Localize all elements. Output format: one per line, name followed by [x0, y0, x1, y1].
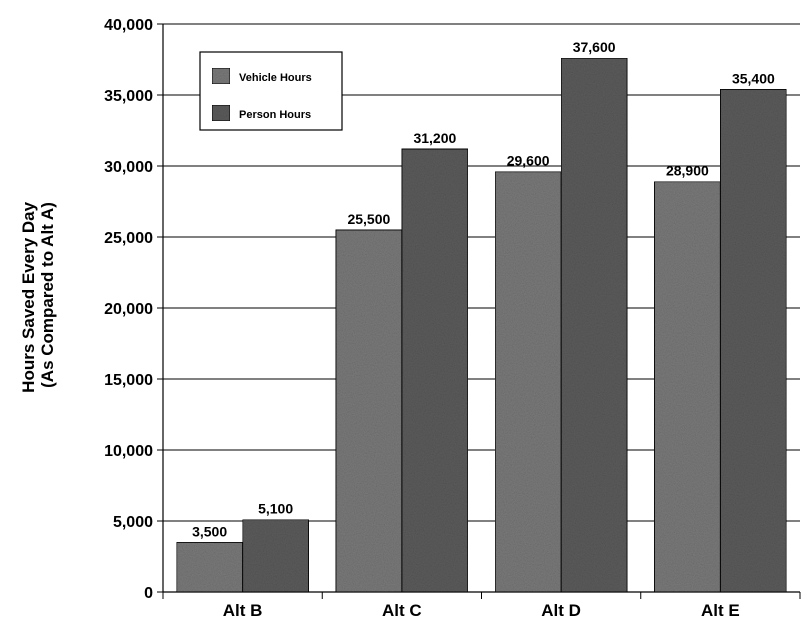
- bar-person-hours: [401, 148, 469, 593]
- data-label-person-hours: 5,100: [258, 501, 293, 517]
- legend-swatch-vehicle-hours: [211, 67, 231, 85]
- data-label-person-hours: 37,600: [573, 39, 616, 55]
- y-tick-label: 30,000: [104, 159, 153, 176]
- data-label-vehicle-hours: 25,500: [347, 211, 390, 227]
- y-axis-title-line-2: (As Compared to Alt A): [38, 202, 57, 388]
- y-tick-label: 35,000: [104, 88, 153, 105]
- data-labels: 3,500 5,100 25,500 31,200 29,600 37,600 28,900…: [192, 39, 775, 539]
- y-tick-label: 10,000: [104, 443, 153, 460]
- data-label-vehicle-hours: 28,900: [666, 163, 709, 179]
- y-axis-title: Hours Saved Every Day (As Compared to Al…: [19, 197, 57, 393]
- bar-vehicle-hours: [653, 181, 721, 593]
- x-category-label: Alt B: [223, 601, 263, 620]
- y-tick-label: 20,000: [104, 301, 153, 318]
- data-label-vehicle-hours: 29,600: [507, 153, 550, 169]
- bar-vehicle-hours: [335, 229, 403, 593]
- data-label-vehicle-hours: 3,500: [192, 523, 227, 539]
- category-labels: Alt B Alt C Alt D Alt E: [223, 601, 740, 620]
- bar-person-hours: [242, 519, 310, 593]
- x-category-label: Alt D: [541, 601, 581, 620]
- x-category-label: Alt E: [701, 601, 740, 620]
- y-tick-label: 15,000: [104, 372, 153, 389]
- y-axis-title-line-1: Hours Saved Every Day: [19, 201, 38, 392]
- bar-vehicle-hours: [494, 171, 562, 593]
- data-label-person-hours: 35,400: [732, 70, 775, 86]
- bars: [176, 57, 787, 593]
- legend-label-vehicle-hours: Vehicle Hours: [239, 72, 312, 84]
- bar-vehicle-hours: [176, 541, 244, 593]
- legend: Vehicle Hours Person Hours: [199, 51, 343, 131]
- bar-person-hours: [719, 88, 787, 593]
- y-tick-label: 25,000: [104, 230, 153, 247]
- data-label-person-hours: 31,200: [413, 130, 456, 146]
- y-tick-labels: 0 5,000 10,000 15,000 20,000 25,000 30,000 35,0…: [104, 17, 153, 602]
- y-tick-label: 5,000: [113, 514, 153, 531]
- y-tick-label: 40,000: [104, 17, 153, 34]
- x-category-label: Alt C: [382, 601, 422, 620]
- bar-person-hours: [560, 57, 628, 593]
- legend-label-person-hours: Person Hours: [239, 109, 311, 121]
- legend-swatch-person-hours: [211, 104, 231, 122]
- y-tick-label: 0: [144, 585, 153, 602]
